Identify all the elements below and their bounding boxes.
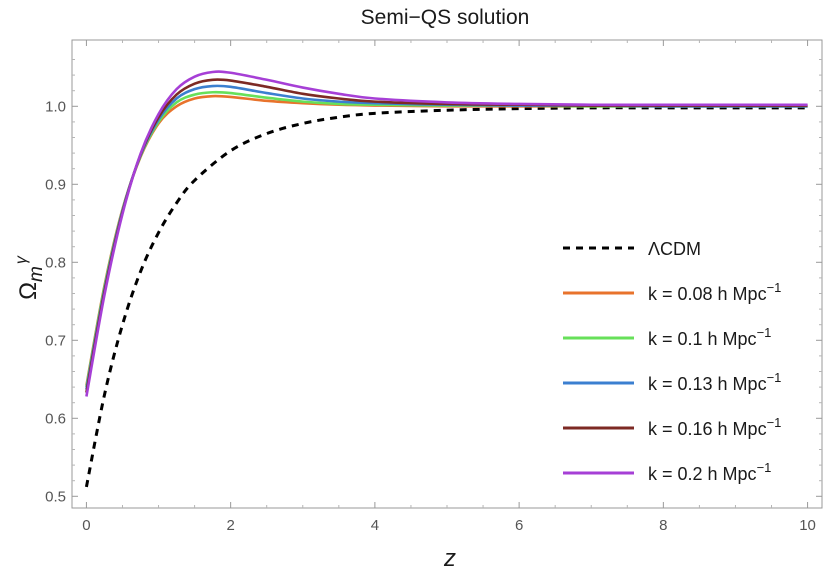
legend-label-5: k = 0.2 h Mpc−1 bbox=[648, 460, 771, 484]
legend-label-sup: −1 bbox=[757, 325, 772, 340]
legend-label-text: k = 0.13 h Mpc bbox=[648, 374, 767, 394]
series-line-0 bbox=[84, 106, 808, 488]
x-tick-label: 0 bbox=[82, 517, 90, 534]
legend-label-text: k = 0.2 h Mpc bbox=[648, 464, 757, 484]
legend-label-0: ΛCDM bbox=[648, 239, 701, 259]
legend-label-sup: −1 bbox=[757, 460, 772, 475]
series-line-5 bbox=[85, 70, 808, 397]
y-tick-label: 0.5 bbox=[45, 488, 66, 505]
x-axis-label: z bbox=[443, 545, 456, 572]
y-tick-label: 0.6 bbox=[45, 410, 66, 427]
legend-label-1: k = 0.08 h Mpc−1 bbox=[648, 280, 781, 304]
axis-ticks: 0 2 4 6 8 10 0.5 0.6 0.7 0.8 0.9 1.0 bbox=[45, 40, 822, 534]
legend-label-text: k = 0.1 h Mpc bbox=[648, 329, 757, 349]
x-tick-label: 4 bbox=[371, 517, 379, 534]
legend-label-sup: −1 bbox=[767, 415, 782, 430]
y-tick-label: 1.0 bbox=[45, 98, 66, 115]
y-axis-label-sup: γ bbox=[13, 255, 30, 264]
x-tick-label: 6 bbox=[515, 517, 523, 534]
legend-label-text: k = 0.16 h Mpc bbox=[648, 419, 767, 439]
legend-label-sup: −1 bbox=[767, 370, 782, 385]
legend-label-2: k = 0.1 h Mpc−1 bbox=[648, 325, 771, 349]
x-tick-label: 2 bbox=[226, 517, 234, 534]
svg-text:Ωmγ: Ωmγ bbox=[13, 255, 47, 300]
legend-label-sup: −1 bbox=[767, 280, 782, 295]
y-axis-label-sub: m bbox=[26, 266, 47, 282]
y-axis-label: Ωmγ bbox=[13, 255, 47, 300]
x-tick-label: 10 bbox=[799, 517, 816, 534]
y-tick-label: 0.8 bbox=[45, 254, 66, 271]
y-tick-label: 0.9 bbox=[45, 176, 66, 193]
legend-label-3: k = 0.13 h Mpc−1 bbox=[648, 370, 781, 394]
legend-label-text: ΛCDM bbox=[648, 239, 701, 259]
y-tick-label: 0.7 bbox=[45, 332, 66, 349]
legend-label-text: k = 0.08 h Mpc bbox=[648, 284, 767, 304]
series-lines bbox=[84, 70, 808, 488]
chart-title: Semi−QS solution bbox=[361, 6, 530, 29]
y-axis-label-base: Ω bbox=[15, 282, 42, 300]
legend-label-4: k = 0.16 h Mpc−1 bbox=[648, 415, 781, 439]
x-tick-label: 8 bbox=[659, 517, 667, 534]
